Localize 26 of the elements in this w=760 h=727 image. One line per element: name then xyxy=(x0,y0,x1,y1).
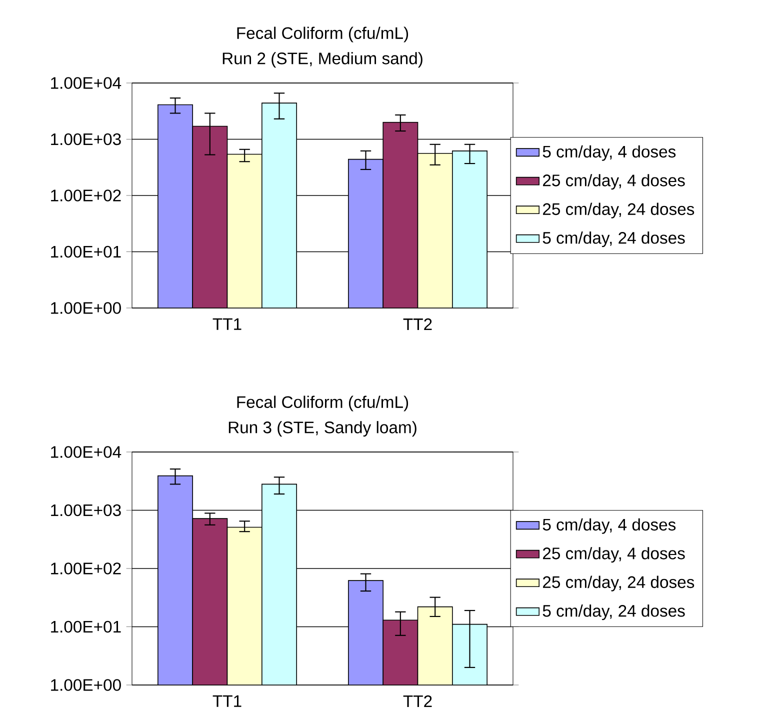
y-tick-label: 1.00E+00 xyxy=(51,302,121,314)
legend-label: 5 cm/day, 24 doses xyxy=(542,232,685,248)
y-tick-label: 1.00E+02 xyxy=(51,190,121,202)
legend-label: 5 cm/day, 24 doses xyxy=(542,604,685,620)
legend-label: 25 cm/day, 4 doses xyxy=(543,547,685,563)
chart-subtitle: Run 3 (STE, Sandy loam) xyxy=(228,421,416,437)
x-tick-label: TT2 xyxy=(403,695,432,707)
y-tick-label: 1.00E+04 xyxy=(51,446,122,458)
y-tick-label: 1.00E+02 xyxy=(51,562,121,574)
x-tick-label: TT1 xyxy=(212,695,242,707)
chart-subtitle: Run 2 (STE, Medium sand) xyxy=(222,52,422,68)
legend-label: 25 cm/day, 4 doses xyxy=(543,174,685,190)
legend-label: 5 cm/day, 4 doses xyxy=(542,518,676,534)
x-tick-label: TT2 xyxy=(403,318,432,330)
y-tick-label: 1.00E+04 xyxy=(51,77,122,89)
x-tick-label: TT1 xyxy=(212,318,242,330)
y-tick-label: 1.00E+03 xyxy=(51,133,121,146)
legend-label: 25 cm/day, 24 doses xyxy=(543,202,694,218)
y-tick-label: 1.00E+01 xyxy=(51,620,121,633)
chart-title: Fecal Coliform (cfu/mL) xyxy=(237,396,408,412)
legend-label: 5 cm/day, 4 doses xyxy=(542,145,676,161)
y-tick-label: 1.00E+01 xyxy=(51,246,121,258)
legend-label: 25 cm/day, 24 doses xyxy=(543,576,694,592)
y-tick-label: 1.00E+03 xyxy=(51,504,121,516)
chart-title: Fecal Coliform (cfu/mL) xyxy=(237,26,408,42)
y-tick-label: 1.00E+00 xyxy=(51,679,121,691)
